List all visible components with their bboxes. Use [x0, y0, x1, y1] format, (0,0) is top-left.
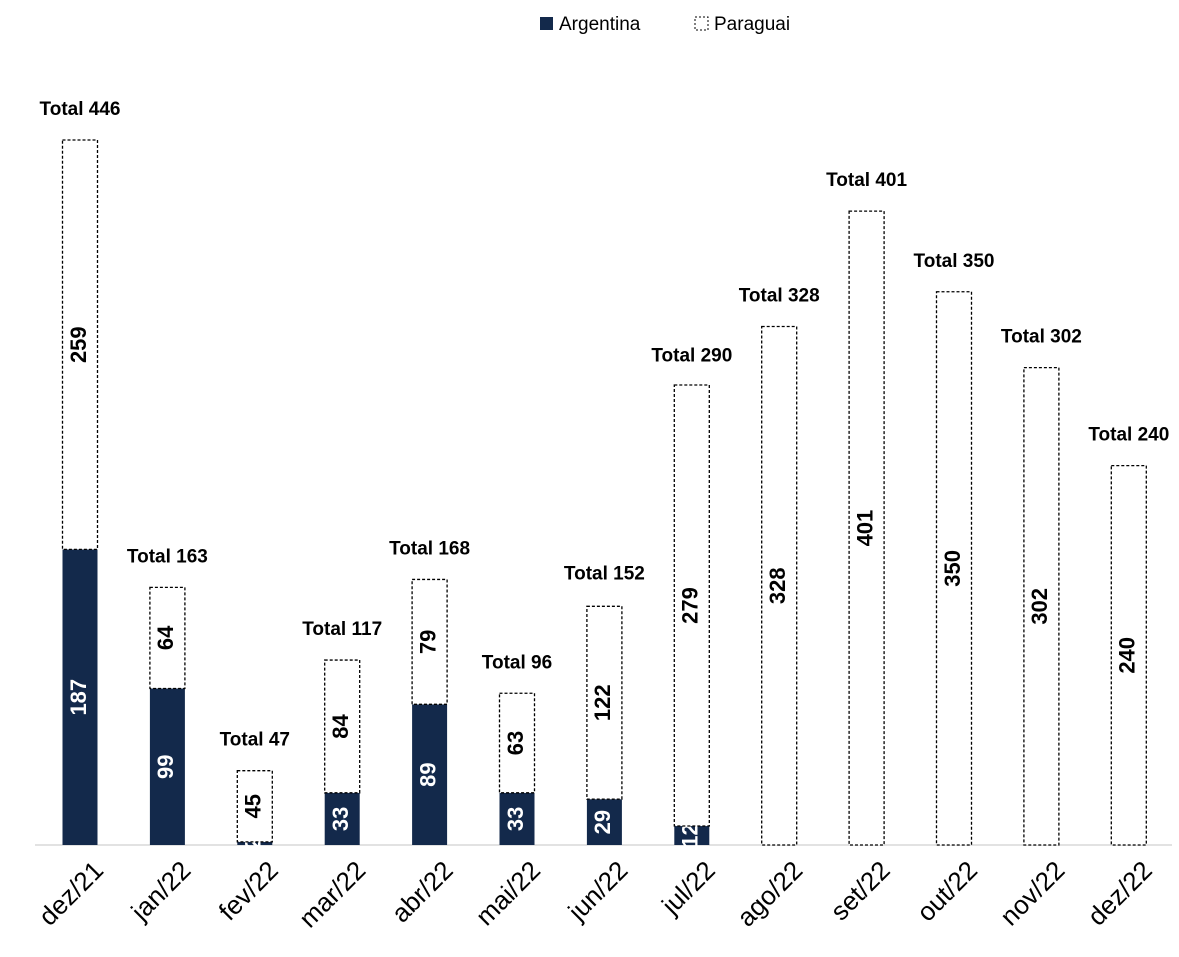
value-label: 33 [503, 807, 528, 831]
total-label: Total 240 [1088, 425, 1169, 446]
total-label: Total 401 [826, 170, 907, 191]
bar-segment [412, 704, 448, 845]
value-label: 64 [153, 625, 178, 650]
bar-segment [761, 325, 798, 846]
bar-segment [586, 605, 623, 800]
bar-segment [674, 826, 710, 845]
bar-segment [149, 688, 185, 845]
legend-label: Paraguai [714, 14, 790, 35]
value-label: 122 [590, 684, 615, 721]
bar-segment [935, 291, 973, 846]
x-tick-label: ago/22 [731, 855, 808, 932]
x-tick-label: mai/22 [470, 855, 546, 931]
value-label: 84 [328, 713, 353, 738]
x-tick-label: out/22 [911, 855, 983, 927]
bar-segment [324, 792, 360, 845]
bar-segment [586, 799, 622, 845]
x-tick-label: jan/22 [124, 855, 196, 927]
x-tick-label: jul/22 [655, 855, 721, 921]
total-label: Total 168 [389, 538, 470, 559]
value-label: 12 [678, 823, 703, 847]
bar-segment [237, 841, 273, 845]
total-label: Total 163 [127, 546, 208, 567]
value-label: 259 [66, 326, 91, 363]
value-label: 279 [678, 587, 703, 624]
bar-segment [62, 549, 98, 845]
total-label: Total 302 [1001, 327, 1082, 348]
legend-swatch [540, 17, 553, 30]
bar-segment [61, 139, 99, 551]
value-label: 328 [765, 567, 790, 604]
value-label: 79 [415, 630, 440, 654]
value-label: 350 [940, 550, 965, 587]
total-label: Total 96 [482, 652, 552, 673]
x-tick-label: nov/22 [994, 855, 1070, 931]
value-label: 89 [415, 762, 440, 786]
bar-segment [673, 384, 710, 827]
value-label: 63 [503, 731, 528, 755]
value-label: 99 [153, 755, 178, 779]
total-label: Total 290 [651, 346, 732, 367]
bar-segment [149, 586, 186, 690]
value-label: 29 [590, 810, 615, 834]
value-label: 302 [1027, 588, 1052, 625]
x-tick-label: fev/22 [213, 855, 284, 926]
value-label: 45 [241, 794, 266, 818]
x-tick-label: set/22 [824, 855, 895, 926]
bar-segment [1110, 464, 1147, 846]
total-label: Total 152 [564, 564, 645, 585]
value-label: 33 [328, 807, 353, 831]
total-label: Total 328 [739, 286, 820, 307]
legend-label: Argentina [559, 14, 641, 35]
legend-swatch [694, 16, 709, 31]
total-label: Total 117 [302, 619, 382, 640]
x-tick-label: abr/22 [385, 855, 458, 928]
bar-segment [499, 792, 535, 845]
value-label: 187 [66, 679, 91, 716]
bar-segment [498, 692, 536, 794]
bar-segment [236, 770, 273, 843]
x-tick-label: dez/21 [33, 855, 109, 931]
total-label: Total 350 [914, 251, 995, 272]
bar-segment [1023, 366, 1060, 846]
total-label: Total 446 [40, 99, 121, 120]
total-label: Total 47 [220, 730, 290, 751]
bar-segment [411, 578, 448, 705]
bar-segment [324, 659, 361, 794]
x-tick-label: dez/22 [1081, 855, 1157, 931]
value-label: 401 [852, 510, 877, 547]
value-label: 240 [1115, 637, 1140, 674]
x-tick-label: jun/22 [561, 855, 633, 927]
x-tick-label: mar/22 [293, 855, 371, 933]
bar-segment [848, 210, 885, 846]
